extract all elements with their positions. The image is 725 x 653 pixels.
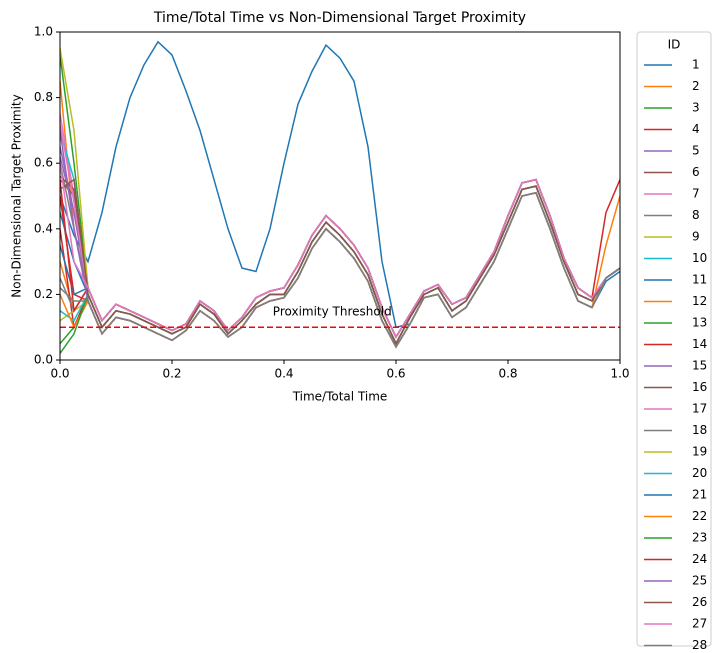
legend-label: 26 bbox=[692, 595, 707, 609]
series-line bbox=[60, 163, 620, 339]
legend-label: 9 bbox=[692, 230, 700, 244]
y-tick-label: 1.0 bbox=[34, 25, 53, 39]
legend-label: 1 bbox=[692, 58, 700, 72]
legend-label: 14 bbox=[692, 337, 707, 351]
legend-label: 15 bbox=[692, 359, 707, 373]
legend-label: 11 bbox=[692, 273, 707, 287]
legend-label: 27 bbox=[692, 617, 707, 631]
legend-label: 12 bbox=[692, 294, 707, 308]
x-tick-label: 0.8 bbox=[498, 367, 517, 381]
legend-label: 17 bbox=[692, 402, 707, 416]
y-tick-label: 0.2 bbox=[34, 287, 53, 301]
legend-label: 23 bbox=[692, 531, 707, 545]
series-line bbox=[60, 185, 620, 354]
legend-label: 16 bbox=[692, 380, 707, 394]
x-tick-label: 0.6 bbox=[386, 367, 405, 381]
legend-label: 7 bbox=[692, 187, 700, 201]
series-line bbox=[60, 178, 620, 346]
legend-label: 10 bbox=[692, 251, 707, 265]
y-tick-label: 0.4 bbox=[34, 221, 53, 235]
legend-label: 24 bbox=[692, 552, 707, 566]
series-line bbox=[60, 191, 620, 349]
legend-label: 20 bbox=[692, 466, 707, 480]
legend-label: 25 bbox=[692, 574, 707, 588]
legend-label: 2 bbox=[692, 79, 700, 93]
legend-label: 4 bbox=[692, 122, 700, 136]
y-tick-label: 0.0 bbox=[34, 353, 53, 367]
legend-label: 28 bbox=[692, 638, 707, 652]
threshold-label: Proximity Threshold bbox=[273, 305, 392, 319]
legend-box bbox=[636, 31, 712, 647]
plot-frame bbox=[59, 31, 621, 361]
series-line bbox=[60, 191, 620, 349]
series-line bbox=[60, 40, 620, 329]
legend-label: 8 bbox=[692, 208, 700, 222]
legend-label: 6 bbox=[692, 165, 700, 179]
series-line bbox=[60, 54, 620, 339]
legend-label: 22 bbox=[692, 509, 707, 523]
legend-label: 3 bbox=[692, 101, 700, 115]
legend-label: 19 bbox=[692, 445, 707, 459]
legend-title: ID bbox=[668, 38, 681, 52]
y-axis-label: Non-Dimensional Target Proximity bbox=[10, 94, 24, 297]
series-line bbox=[60, 191, 620, 349]
legend-label: 5 bbox=[692, 144, 700, 158]
y-tick-label: 0.6 bbox=[34, 156, 53, 170]
legend-label: 13 bbox=[692, 316, 707, 330]
series-line bbox=[60, 191, 620, 349]
x-tick-label: 0.2 bbox=[162, 367, 181, 381]
x-tick-label: 1.0 bbox=[610, 367, 629, 381]
legend-label: 18 bbox=[692, 423, 707, 437]
x-axis-label: Time/Total Time bbox=[292, 390, 388, 404]
chart-title: Time/Total Time vs Non-Dimensional Targe… bbox=[153, 10, 526, 26]
x-tick-label: 0.4 bbox=[274, 367, 293, 381]
legend-label: 21 bbox=[692, 488, 707, 502]
y-tick-label: 0.8 bbox=[34, 90, 53, 104]
series-line bbox=[60, 191, 620, 349]
x-tick-label: 0.0 bbox=[50, 367, 69, 381]
